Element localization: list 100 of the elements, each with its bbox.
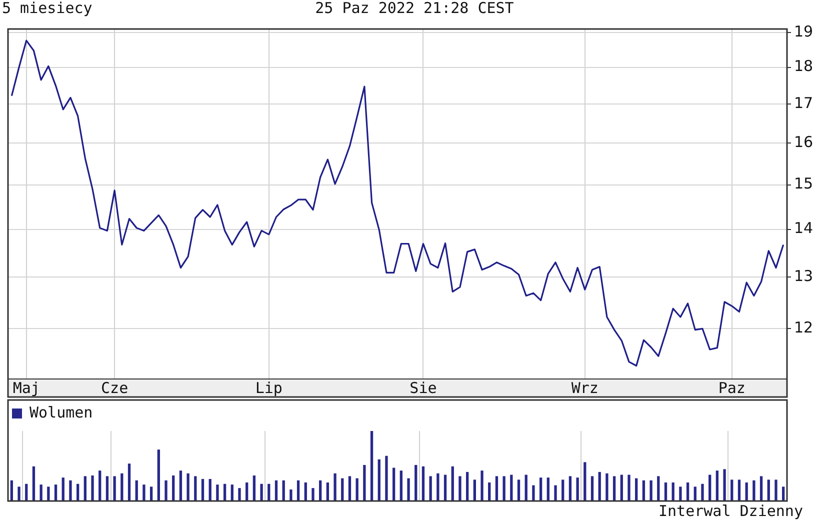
- bar: [84, 476, 86, 501]
- bar: [444, 474, 447, 501]
- bar: [98, 470, 102, 501]
- bar: [562, 480, 564, 501]
- bar: [429, 476, 432, 501]
- bar: [319, 480, 322, 501]
- bar: [392, 468, 396, 501]
- x-tick-label: Wrz: [571, 378, 598, 397]
- bar: [723, 469, 726, 501]
- bar: [679, 486, 682, 501]
- bar: [274, 480, 278, 501]
- bar: [473, 480, 476, 501]
- bar: [370, 431, 374, 501]
- bar: [260, 484, 263, 501]
- bar: [620, 474, 623, 501]
- bar: [268, 484, 270, 501]
- bar: [480, 470, 484, 501]
- bar: [524, 474, 528, 501]
- bar: [628, 474, 630, 501]
- y-tick-label: 14: [794, 219, 814, 238]
- bar: [657, 476, 660, 501]
- bar: [502, 476, 506, 501]
- bar: [113, 476, 116, 501]
- bar: [91, 475, 94, 501]
- bar: [356, 478, 358, 501]
- x-tick-label: Lip: [255, 378, 282, 397]
- bar: [106, 476, 109, 501]
- bar: [334, 473, 336, 501]
- bar: [208, 478, 212, 501]
- bar: [10, 480, 14, 501]
- bar: [664, 482, 668, 501]
- bar: [76, 484, 80, 501]
- bar: [782, 486, 785, 501]
- x-tick-label: Maj: [12, 378, 40, 397]
- bar: [510, 474, 513, 501]
- bar: [488, 482, 491, 501]
- bar: [385, 456, 388, 501]
- y-tick-label: 15: [794, 174, 814, 193]
- bar: [62, 478, 64, 501]
- bar: [164, 480, 168, 501]
- bar: [246, 482, 248, 501]
- bar: [54, 484, 58, 501]
- bar: [40, 484, 42, 501]
- bar: [606, 473, 608, 501]
- bar: [25, 484, 28, 501]
- bar: [142, 484, 146, 501]
- bar: [120, 473, 124, 501]
- bar: [230, 484, 234, 501]
- bar: [495, 476, 498, 501]
- bar: [128, 464, 131, 501]
- bar: [436, 473, 440, 501]
- bar: [708, 474, 712, 501]
- bar: [326, 482, 330, 501]
- bar: [694, 486, 696, 501]
- bar: [282, 480, 285, 501]
- x-tick-label: Sie: [410, 378, 437, 397]
- bar: [400, 470, 403, 501]
- bar: [576, 478, 579, 501]
- chart-title: 5 miesiecy: [2, 0, 92, 17]
- text: Interwal Dzienny: [658, 502, 803, 520]
- bar: [642, 480, 646, 501]
- legend-label: Wolumen: [30, 403, 93, 422]
- bar: [216, 484, 219, 501]
- bar: [47, 486, 50, 501]
- bar: [341, 478, 344, 501]
- y-tick-label: 19: [794, 22, 814, 40]
- bar: [598, 472, 601, 501]
- bar: [466, 472, 469, 501]
- bar: [150, 486, 153, 501]
- bar: [738, 480, 741, 501]
- bar: [422, 466, 425, 501]
- bar: [635, 478, 638, 501]
- bar: [252, 475, 256, 501]
- bar: [612, 476, 616, 501]
- y-tick-label: 13: [794, 267, 814, 285]
- bar: [650, 480, 652, 501]
- bar: [201, 478, 204, 501]
- bar: [69, 480, 72, 501]
- bar: [554, 485, 557, 501]
- bar: [194, 476, 197, 501]
- bar: [568, 476, 572, 501]
- bar: [767, 480, 770, 501]
- bar: [32, 466, 36, 501]
- bar: [532, 485, 535, 501]
- bar: [348, 476, 352, 501]
- bar: [686, 482, 690, 501]
- bar: [312, 488, 314, 501]
- bar: [752, 480, 756, 501]
- bar: [730, 480, 734, 501]
- bar: [172, 475, 175, 501]
- bar: [458, 476, 462, 501]
- bar: [701, 484, 704, 501]
- y-tick-label: 12: [794, 318, 814, 337]
- bar: [407, 478, 410, 501]
- bar: [414, 464, 418, 501]
- bar: [590, 476, 594, 501]
- bar: [186, 473, 190, 501]
- bar: [546, 478, 550, 501]
- bar: [451, 466, 454, 501]
- bar: [135, 480, 138, 501]
